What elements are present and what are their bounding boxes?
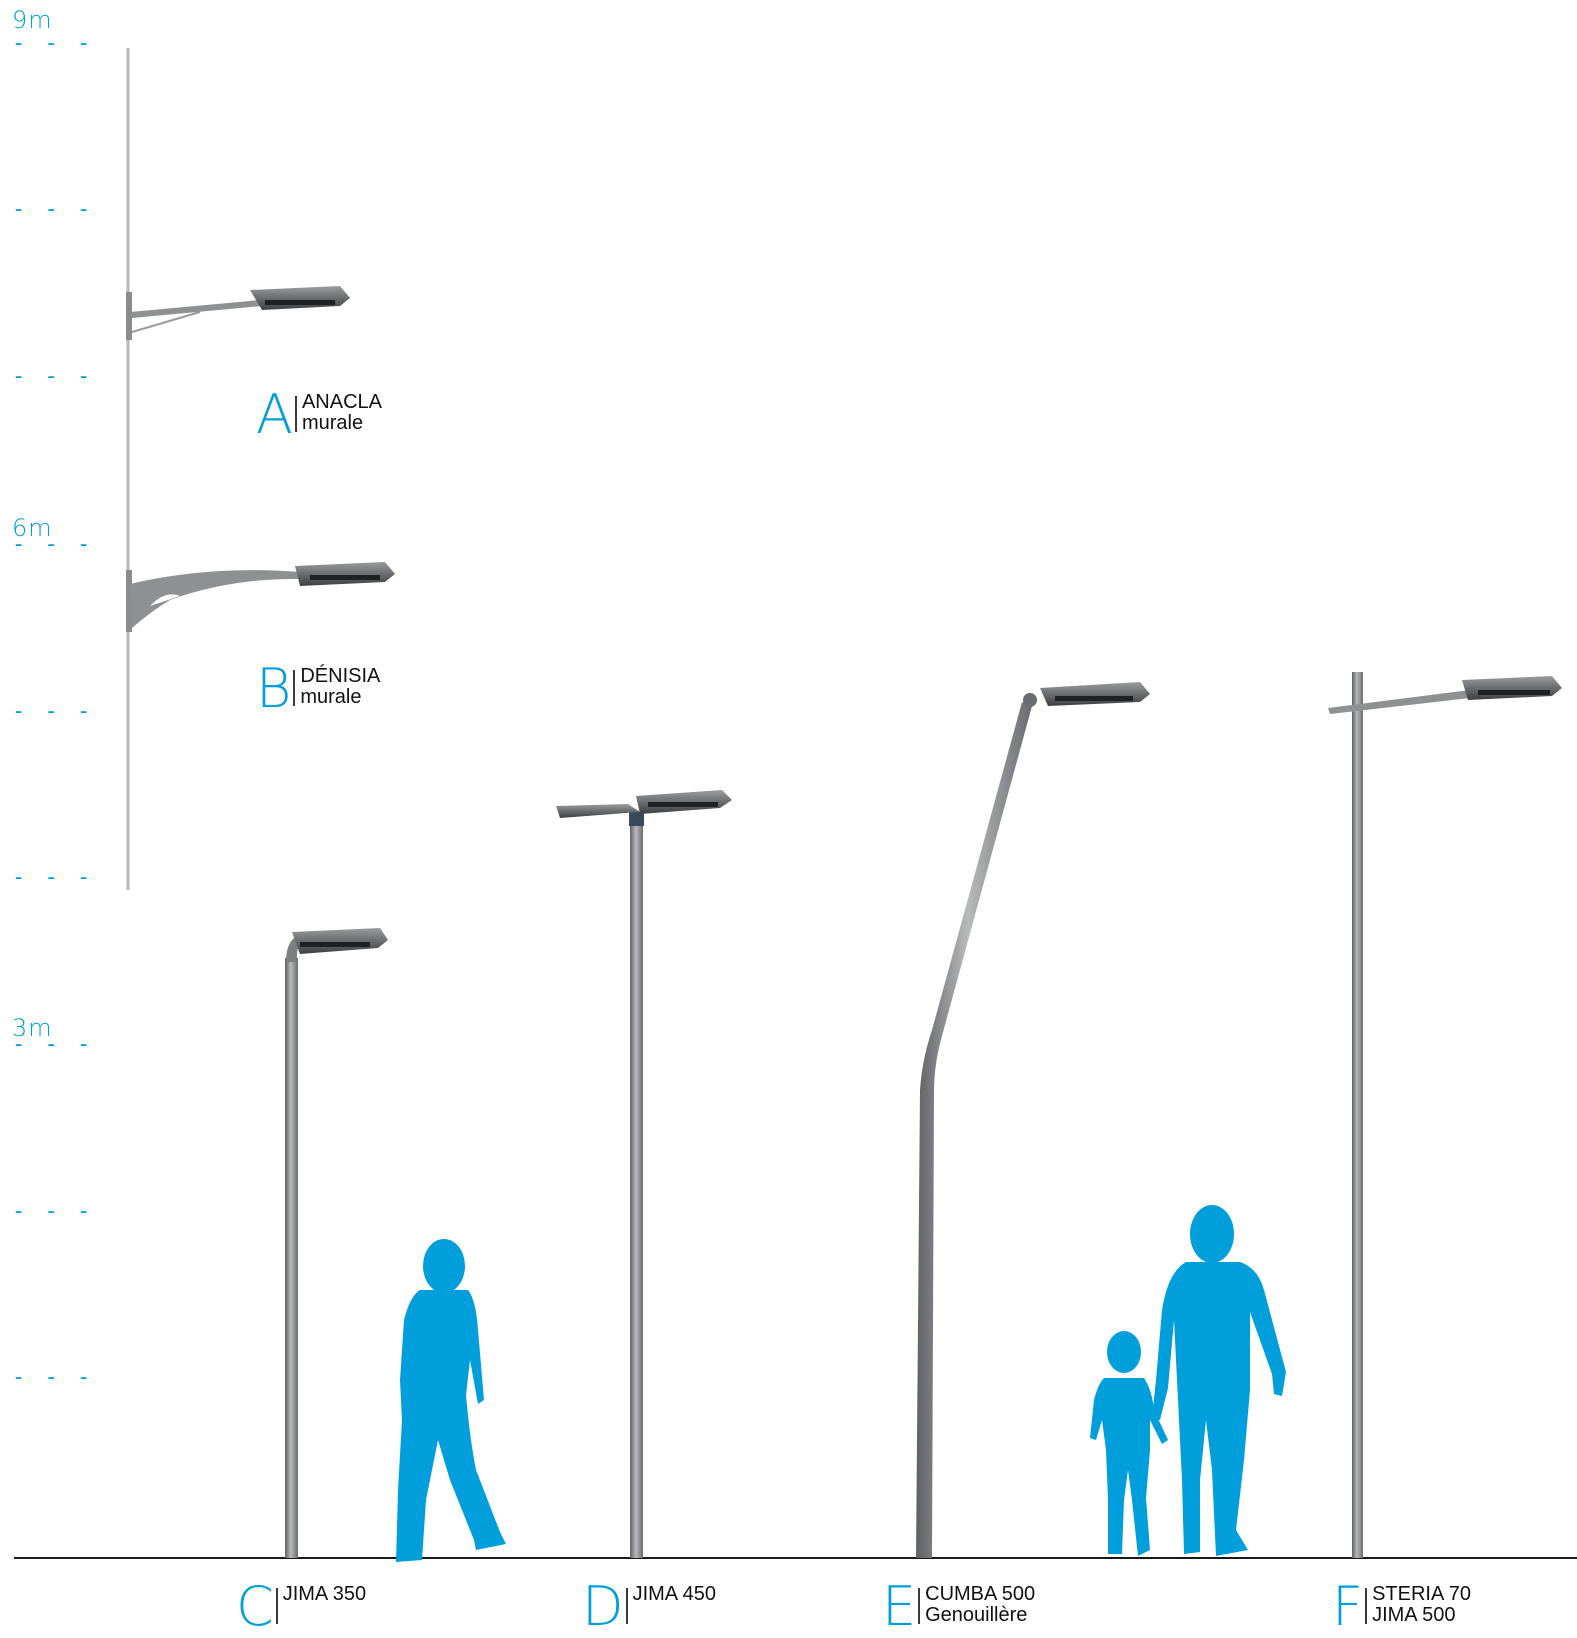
product-letter-b: B [256,657,292,720]
product-names-c: JIMA 350 [283,1582,366,1605]
scale-dash: - - - [12,865,94,890]
scale-dash: - - - [12,197,94,222]
luminaire-d-jima-450 [556,790,732,1558]
scale-dash: - - - [12,699,94,724]
scale-label-3m: 3m [12,1014,53,1042]
label-divider [275,1588,278,1624]
scale-dash: - - - [12,1032,94,1057]
product-names-a: ANACLA murale [302,390,382,434]
product-name-f-line2: JIMA 500 [1372,1604,1456,1626]
product-names-f: STERIA 70 JIMA 500 [1372,1582,1471,1626]
product-name-c-line1: JIMA 350 [282,1583,367,1605]
product-name-d-line1: JIMA 450 [632,1583,716,1605]
product-label-b: B DÉNISIA murale [256,657,380,720]
luminaire-a-anacla-murale [126,286,350,340]
product-name-a-line1: ANACLA [301,391,382,413]
product-letter-e: E [882,1575,917,1638]
adult-silhouette [1152,1205,1286,1556]
label-divider [293,670,296,706]
scale-dash: - - - [12,364,94,389]
product-label-a: A ANACLA murale [256,383,382,446]
product-name-f-line1: STERIA 70 [1372,1583,1471,1605]
scale-label-6m: 6m [12,514,53,542]
product-letter-c: C [236,1575,274,1638]
product-name-e-line2: Genouillère [925,1604,1028,1626]
luminaire-b-denisia-murale [126,562,395,632]
label-divider [294,396,297,432]
product-label-f: F STERIA 70 JIMA 500 [1332,1575,1471,1638]
product-names-e: CUMBA 500 Genouillère [925,1582,1035,1626]
scale-dash: - - - [12,31,94,56]
label-divider [918,1588,921,1624]
person-silhouette-walking [396,1239,506,1562]
product-label-e: E CUMBA 500 Genouillère [882,1575,1035,1638]
luminaire-f-steria-70 [1328,672,1562,1558]
product-name-e-line1: CUMBA 500 [925,1583,1036,1605]
product-label-c: C JIMA 350 [236,1575,366,1638]
product-letter-a: A [256,383,293,446]
scale-dash: - - - [12,1199,94,1224]
product-letter-d: D [582,1575,624,1638]
luminaire-e-cumba-500 [916,682,1150,1558]
label-divider [1365,1588,1368,1624]
product-name-a-line2: murale [301,412,364,434]
product-names-d: JIMA 450 [633,1582,716,1605]
child-silhouette [1090,1331,1168,1556]
label-divider [625,1588,628,1624]
scale-dash: - - - [12,1365,94,1390]
product-label-d: D JIMA 450 [582,1575,716,1638]
product-name-b-line1: DÉNISIA [300,665,381,687]
product-name-b-line2: murale [300,686,362,708]
scale-label-9m: 9m [12,6,53,34]
luminaire-c-jima-350 [285,928,388,1558]
scale-dash: - - - [12,532,94,557]
product-letter-f: F [1332,1575,1364,1638]
product-names-b: DÉNISIA murale [300,664,380,708]
